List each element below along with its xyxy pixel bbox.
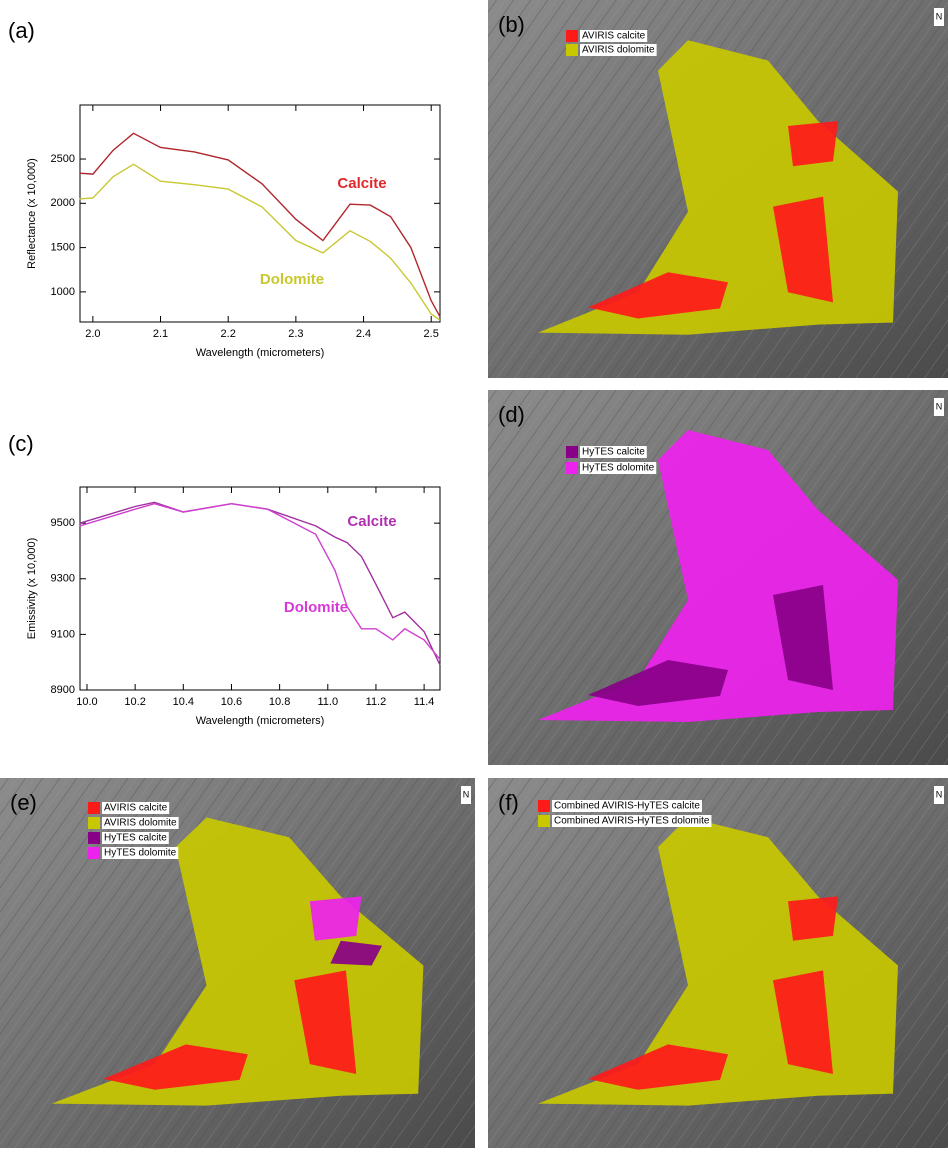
legend-text-bg <box>580 44 657 56</box>
plot-frame <box>79 104 441 323</box>
x-tick-label: 2.3 <box>288 328 303 340</box>
legend-text-bg <box>552 815 712 827</box>
north-arrow-box <box>934 8 944 26</box>
x-tick-label: 10.0 <box>76 696 97 708</box>
x-tick-label: 10.4 <box>173 696 194 708</box>
panel-label: (b) <box>498 12 525 37</box>
legend-text: Combined AVIRIS-HyTES dolomite <box>554 816 710 827</box>
legend-text-bg <box>102 832 169 844</box>
panel-label: (c) <box>8 431 34 456</box>
legend-swatch <box>538 800 550 812</box>
mineral-area <box>773 585 833 690</box>
series-line <box>79 502 441 660</box>
panel-label: (e) <box>10 790 37 815</box>
legend-text: HyTES dolomite <box>582 463 655 474</box>
north-arrow: N <box>463 789 470 799</box>
north-arrow: N <box>936 401 943 411</box>
map-panel: (d) N HyTES calcite HyTES dolomite <box>488 390 948 765</box>
x-tick-label: 10.8 <box>269 696 290 708</box>
mineral-area <box>588 1044 728 1090</box>
legend-text: Combined AVIRIS-HyTES calcite <box>554 801 700 812</box>
legend-swatch <box>88 832 100 844</box>
panel-label: (d) <box>498 402 525 427</box>
north-arrow-box <box>934 786 944 804</box>
legend-swatch <box>566 446 578 458</box>
legend-swatch <box>566 44 578 56</box>
mineral-area <box>330 940 383 966</box>
map-panel: (b) N AVIRIS calcite AVIRIS dolomite <box>488 0 948 378</box>
mineral-area <box>103 1044 248 1090</box>
mineral-area <box>773 196 833 303</box>
series-label: Calcite <box>347 513 396 530</box>
y-tick-label: 8900 <box>51 684 75 696</box>
x-tick-label: 2.0 <box>85 328 100 340</box>
legend-swatch <box>88 817 100 829</box>
y-tick-label: 2000 <box>51 197 75 209</box>
series-label: Dolomite <box>260 271 324 288</box>
y-axis-title: Reflectance (x 10,000) <box>26 158 38 269</box>
x-tick-label: 2.2 <box>221 328 236 340</box>
legend-swatch <box>538 815 550 827</box>
x-tick-label: 10.2 <box>124 696 145 708</box>
legend-text: AVIRIS dolomite <box>582 45 655 56</box>
x-axis-title: Wavelength (micrometers) <box>196 347 325 359</box>
x-axis-title: Wavelength (micrometers) <box>196 715 325 727</box>
x-tick-label: 11.0 <box>317 696 338 708</box>
north-arrow: N <box>936 11 943 21</box>
y-axis-title: Emissivity (x 10,000) <box>26 538 38 639</box>
legend-swatch <box>566 462 578 474</box>
series-line <box>79 163 441 321</box>
series-line <box>79 501 441 666</box>
y-tick-label: 9500 <box>51 517 75 529</box>
series-label: Dolomite <box>284 599 348 616</box>
map-panel: (e) N AVIRIS calcite AVIRIS dolomite HyTES c… <box>0 778 475 1148</box>
legend-text-bg <box>552 800 702 812</box>
y-tick-label: 2500 <box>51 153 75 165</box>
north-arrow: N <box>936 789 943 799</box>
x-tick-label: 10.6 <box>221 696 242 708</box>
mineral-area <box>788 896 838 941</box>
x-tick-label: 11.2 <box>366 696 387 708</box>
legend-text: HyTES calcite <box>582 447 645 458</box>
y-tick-label: 1500 <box>51 242 75 254</box>
mineral-area <box>788 121 838 167</box>
legend-swatch <box>88 802 100 814</box>
y-tick-label: 9100 <box>51 628 75 640</box>
legend-text-bg <box>102 817 179 829</box>
mineral-area <box>309 896 362 941</box>
legend-text: AVIRIS calcite <box>104 803 168 814</box>
north-arrow-box <box>934 398 944 416</box>
mineral-area <box>773 970 833 1074</box>
mineral-area <box>588 272 728 319</box>
x-tick-label: 2.5 <box>424 328 439 340</box>
series-line <box>79 132 441 318</box>
legend-swatch <box>566 30 578 42</box>
legend-text: HyTES dolomite <box>104 848 177 859</box>
legend-text-bg <box>580 446 647 458</box>
legend-text-bg <box>102 802 170 814</box>
map-panel: (f) N Combined AVIRIS-HyTES calcite Combine… <box>488 778 948 1148</box>
x-tick-label: 2.1 <box>153 328 168 340</box>
legend-text-bg <box>102 847 179 859</box>
legend-text: HyTES calcite <box>104 833 167 844</box>
plot-frame <box>79 486 441 691</box>
panel-label: (a) <box>8 18 35 43</box>
legend-text-bg <box>580 462 657 474</box>
panel-label: (f) <box>498 790 519 815</box>
x-tick-label: 2.4 <box>356 328 371 340</box>
mineral-area <box>294 970 357 1074</box>
north-arrow-box <box>461 786 471 804</box>
mineral-area <box>588 660 728 706</box>
legend-text: AVIRIS dolomite <box>104 818 177 829</box>
legend-swatch <box>88 847 100 859</box>
legend-text-bg <box>580 30 648 42</box>
legend-text: AVIRIS calcite <box>582 31 646 42</box>
y-tick-label: 9300 <box>51 573 75 585</box>
y-tick-label: 1000 <box>51 286 75 298</box>
series-label: Calcite <box>337 175 386 192</box>
x-tick-label: 11.4 <box>414 696 435 708</box>
